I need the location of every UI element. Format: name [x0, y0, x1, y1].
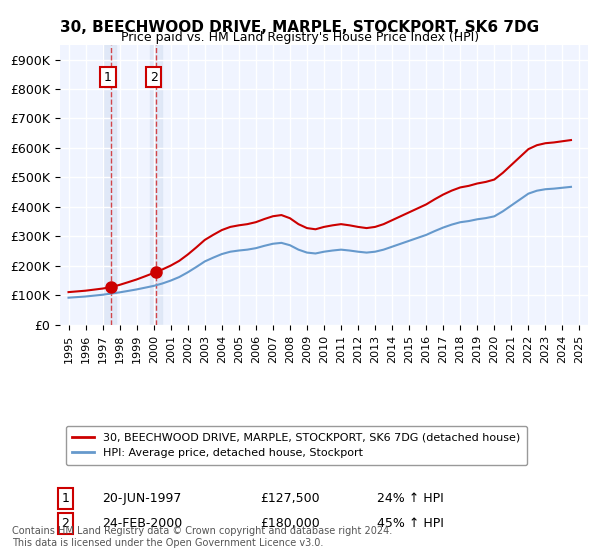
Text: 2: 2	[61, 517, 69, 530]
Text: 1: 1	[61, 492, 69, 505]
Text: 30, BEECHWOOD DRIVE, MARPLE, STOCKPORT, SK6 7DG: 30, BEECHWOOD DRIVE, MARPLE, STOCKPORT, …	[61, 20, 539, 35]
Text: 20-JUN-1997: 20-JUN-1997	[102, 492, 182, 505]
Text: 1: 1	[104, 71, 112, 84]
Text: £180,000: £180,000	[260, 517, 320, 530]
Text: £127,500: £127,500	[260, 492, 320, 505]
Bar	[150, 45, 162, 325]
Bar	[103, 45, 116, 325]
Text: 24% ↑ HPI: 24% ↑ HPI	[377, 492, 443, 505]
Text: Contains HM Land Registry data © Crown copyright and database right 2024.
This d: Contains HM Land Registry data © Crown c…	[12, 526, 392, 548]
Text: 45% ↑ HPI: 45% ↑ HPI	[377, 517, 443, 530]
Text: 24-FEB-2000: 24-FEB-2000	[102, 517, 182, 530]
Text: 2: 2	[150, 71, 158, 84]
Legend: 30, BEECHWOOD DRIVE, MARPLE, STOCKPORT, SK6 7DG (detached house), HPI: Average p: 30, BEECHWOOD DRIVE, MARPLE, STOCKPORT, …	[65, 426, 527, 465]
Text: Price paid vs. HM Land Registry's House Price Index (HPI): Price paid vs. HM Land Registry's House …	[121, 31, 479, 44]
